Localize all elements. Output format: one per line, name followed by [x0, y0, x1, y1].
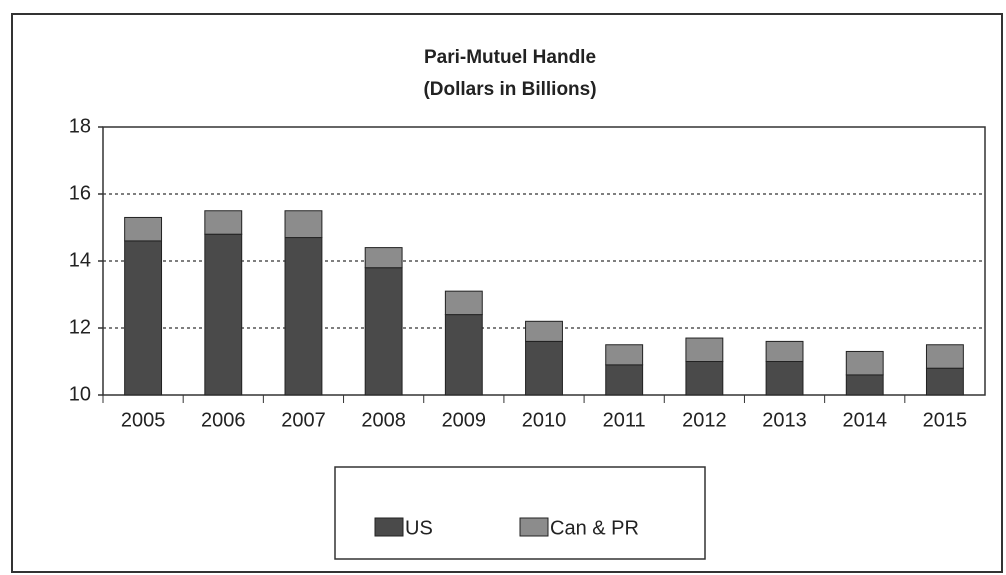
x-tick-label: 2011: [603, 409, 646, 431]
x-tick-label: 2014: [842, 409, 887, 431]
y-tick-label: 18: [69, 115, 91, 137]
chart-title: Pari-Mutuel Handle: [424, 47, 596, 68]
legend-label: Can & PR: [550, 517, 639, 539]
bar-segment: [444, 314, 483, 396]
bar-segment: [124, 216, 163, 242]
bar-segment: [364, 267, 403, 396]
bar-segment: [685, 361, 724, 396]
y-tick-label: 14: [69, 249, 91, 271]
bar-segment: [284, 210, 323, 239]
x-tick-label: 2008: [361, 409, 406, 431]
legend-swatch: [374, 517, 404, 537]
bar-segment: [525, 340, 563, 396]
bar-segment: [364, 247, 403, 269]
x-tick-label: 2015: [923, 409, 968, 431]
y-tick-label: 10: [69, 383, 91, 405]
x-tick-label: 2006: [201, 409, 246, 431]
bar-segment: [124, 240, 163, 396]
bar-segment: [204, 210, 243, 235]
bar-segment: [605, 344, 644, 366]
bar-segment: [444, 290, 483, 316]
x-tick-label: 2005: [121, 409, 166, 431]
bar-segment: [925, 344, 964, 369]
x-tick-label: 2009: [442, 409, 487, 431]
x-tick-label: 2007: [281, 409, 326, 431]
bar-segment: [685, 337, 724, 362]
bar-segment: [525, 320, 563, 342]
legend-box: [334, 466, 706, 560]
x-tick-label: 2010: [522, 409, 567, 431]
chart-subtitle: (Dollars in Billions): [423, 79, 596, 100]
legend-label: US: [405, 517, 433, 539]
bar-segment: [765, 361, 804, 396]
bar-segment: [845, 350, 884, 376]
x-tick-label: 2012: [682, 409, 727, 431]
bar-segment: [925, 367, 964, 396]
bar-segment: [605, 364, 644, 396]
legend-swatch: [519, 517, 549, 537]
y-tick-label: 12: [69, 316, 91, 338]
bar-segment: [765, 340, 804, 362]
bar-segment: [204, 233, 243, 396]
bar-segment: [284, 237, 323, 396]
y-tick-label: 16: [69, 182, 91, 204]
x-tick-label: 2013: [762, 409, 807, 431]
bar-segment: [845, 374, 884, 396]
